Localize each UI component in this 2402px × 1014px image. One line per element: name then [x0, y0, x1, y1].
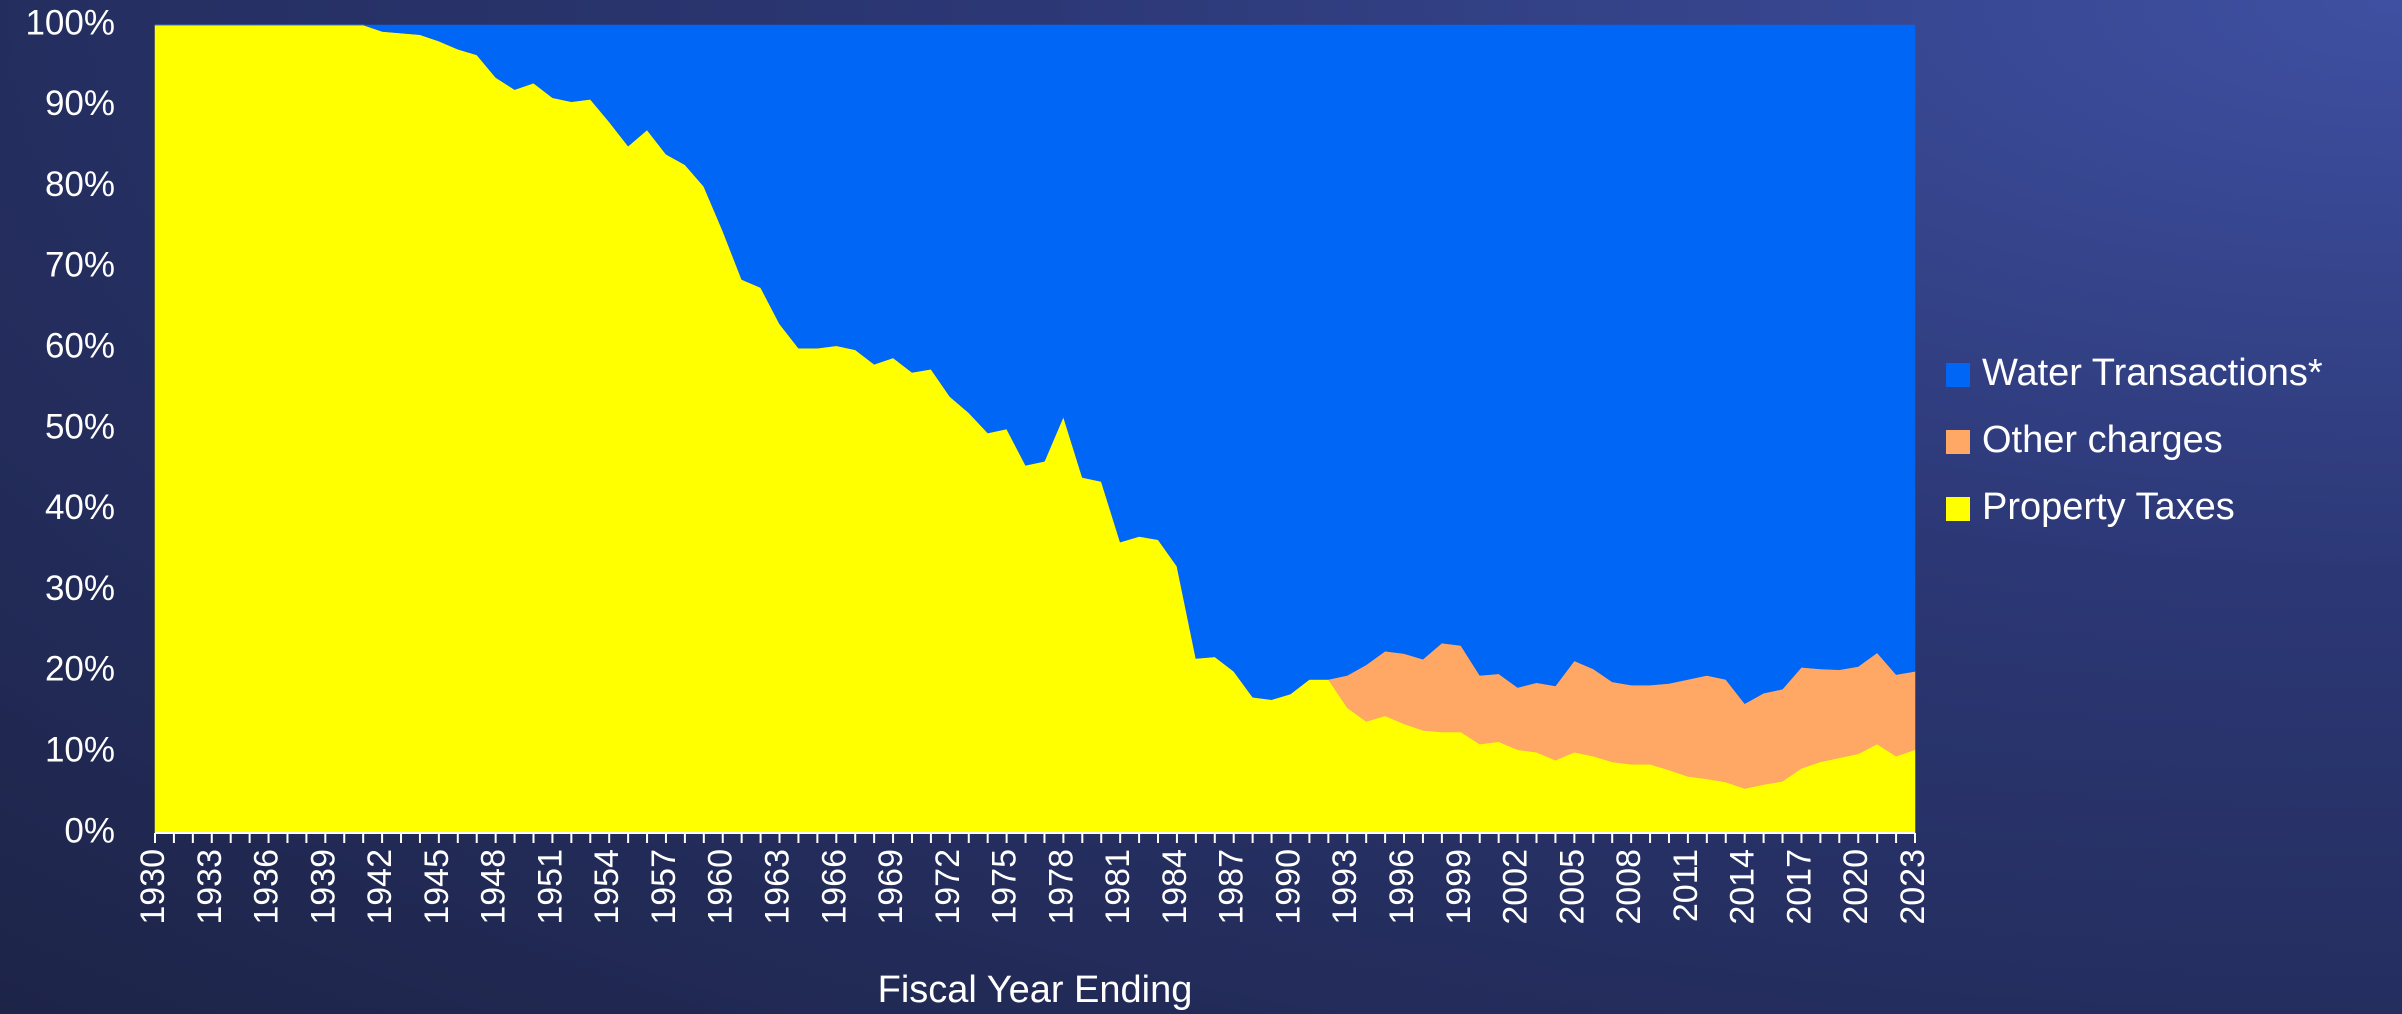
x-tick-label: 1990	[1269, 849, 1307, 925]
x-tick-label: 2008	[1610, 849, 1648, 925]
x-tick-label: 1939	[304, 849, 342, 925]
x-tick-label: 1960	[702, 849, 740, 925]
x-tick-label: 1984	[1156, 849, 1194, 925]
x-tick-label: 1975	[986, 849, 1024, 925]
x-tick-label: 1966	[815, 849, 853, 925]
y-tick-label: 60%	[45, 326, 115, 365]
y-tick-label: 90%	[45, 84, 115, 123]
legend-swatch	[1946, 497, 1970, 521]
x-tick-label: 2020	[1837, 849, 1875, 925]
y-tick-label: 30%	[45, 569, 115, 608]
y-tick-label: 0%	[64, 811, 115, 850]
x-tick-label: 1996	[1383, 849, 1421, 925]
y-tick-label: 70%	[45, 246, 115, 285]
x-tick-label: 2005	[1553, 849, 1591, 925]
x-tick-label: 1987	[1213, 849, 1251, 925]
y-tick-label: 20%	[45, 650, 115, 689]
x-tick-label: 2017	[1780, 849, 1818, 925]
legend-label: Property Taxes	[1982, 486, 2235, 528]
x-tick-label: 1969	[872, 849, 910, 925]
y-tick-label: 10%	[45, 730, 115, 769]
x-tick-label: 2002	[1497, 849, 1535, 925]
x-tick-label: 1945	[418, 849, 456, 925]
x-tick-label: 1942	[361, 849, 399, 925]
x-tick-label: 1954	[588, 849, 626, 925]
x-tick-label: 1981	[1099, 849, 1137, 925]
x-tick-label: 1933	[191, 849, 229, 925]
area	[155, 24, 1916, 705]
y-tick-label: 100%	[25, 3, 115, 42]
legend-label: Water Transactions*	[1982, 352, 2323, 394]
legend-swatch	[1946, 363, 1970, 387]
y-tick-label: 50%	[45, 407, 115, 446]
x-tick-label: 1936	[248, 849, 286, 925]
x-tick-label: 2023	[1894, 849, 1932, 925]
legend-label: Other charges	[1982, 419, 2223, 461]
y-tick-label: 80%	[45, 165, 115, 204]
x-tick-label: 1951	[531, 849, 569, 925]
x-axis-title: Fiscal Year Ending	[878, 969, 1193, 1011]
x-tick-label: 2011	[1667, 849, 1705, 922]
legend-swatch	[1946, 430, 1970, 454]
x-tick-label: 1948	[475, 849, 513, 925]
x-tick-label: 1993	[1326, 849, 1364, 925]
x-tick-label: 1972	[929, 849, 967, 925]
x-tick-label: 1999	[1440, 849, 1478, 925]
x-tick-label: 1963	[759, 849, 797, 925]
x-tick-label: 1978	[1042, 849, 1080, 925]
x-tick-label: 1930	[134, 849, 172, 925]
x-tick-label: 2014	[1724, 849, 1762, 925]
x-tick-label: 1957	[645, 849, 683, 925]
y-tick-label: 40%	[45, 488, 115, 527]
